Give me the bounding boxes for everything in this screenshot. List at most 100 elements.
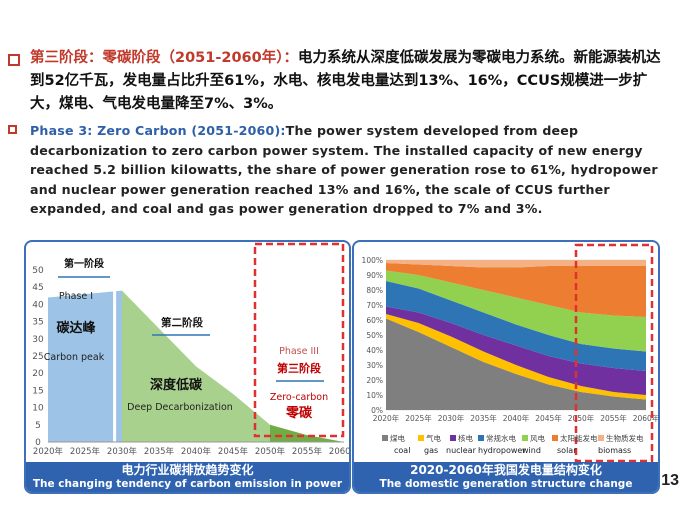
y-tick-label: 80% xyxy=(366,286,383,295)
phase1-name-en: Carbon peak xyxy=(44,352,105,363)
left-caption-cn: 电力行业碳排放趋势变化 xyxy=(121,463,254,477)
cn-phase-title: 第三阶段：零碳阶段（2051-2060年）： xyxy=(30,50,298,66)
legend-swatch xyxy=(418,435,424,441)
y-tick-label: 90% xyxy=(366,271,383,280)
cn-body: 电力系统从深度低碳发展为零碳电力系统。新能源装机达到52亿千瓦，发电量占比升至6… xyxy=(30,50,661,112)
y-tick-label: 30 xyxy=(32,335,44,345)
legend-label-cn: 太阳能发电 xyxy=(560,433,598,443)
cn-bullet: 第三阶段：零碳阶段（2051-2060年）：电力系统从深度低碳发展为零碳电力系统… xyxy=(8,47,672,119)
x-tick-label: 2045年 xyxy=(535,413,562,423)
cn-paragraph: 第三阶段：零碳阶段（2051-2060年）：电力系统从深度低碳发展为零碳电力系统… xyxy=(30,47,672,116)
phase3-name-cn: 零碳 xyxy=(285,405,313,421)
carbon-emission-chart: 0 5 10 15 20 25 30 35 40 45 50 2020年 2025年 2030年 2035年… xyxy=(32,242,349,457)
phase3-area xyxy=(270,424,344,442)
generation-structure-chart-panel: 0% 10% 20% 30% 40% 50% 60% 70% 80% 90% 100% 2020年 20… xyxy=(352,240,660,494)
x-tick-label: 2035年 xyxy=(144,446,175,457)
legend-label-en: hydropower xyxy=(478,446,526,455)
bullet-square-icon xyxy=(8,125,17,134)
phase2-cn-label: 第二阶段 xyxy=(161,316,203,329)
x-tick-label: 2020年 xyxy=(33,446,64,457)
en-body: The power system developed from deep dec… xyxy=(30,123,658,216)
legend-swatch xyxy=(478,435,484,441)
phase3-en-label: Phase III xyxy=(279,346,319,357)
left-caption: 电力行业碳排放趋势变化 The changing tendency of car… xyxy=(26,462,349,492)
y-tick-label: 50% xyxy=(366,331,383,340)
phase2-en-label: Phase II xyxy=(164,300,201,311)
x-tick-label: 2045年 xyxy=(218,446,249,457)
y-tick-label: 0% xyxy=(371,406,383,415)
y-tick-label: 20 xyxy=(32,369,44,379)
legend-label-en: biomass xyxy=(598,446,631,455)
legend-label-cn: 常规水电 xyxy=(486,433,516,443)
legend-label-cn: 气电 xyxy=(426,433,441,443)
x-tick-label: 2050年 xyxy=(568,413,595,423)
legend-swatch xyxy=(450,435,456,441)
right-caption: 2020-2060年我国发电量结构变化 The domestic generat… xyxy=(354,462,658,492)
y-tick-label: 40 xyxy=(32,300,44,310)
phase3-cn-label: 第三阶段 xyxy=(277,361,321,375)
right-caption-en: The domestic generation structure change… xyxy=(379,478,633,492)
y-tick-label: 100% xyxy=(362,256,383,265)
en-bullet: Phase 3: Zero Carbon (2051-2060):The pow… xyxy=(8,121,672,221)
y-tick-label: 20% xyxy=(366,376,383,385)
page-number: 13 xyxy=(661,472,679,489)
area-煤电 xyxy=(386,318,646,410)
legend-label-en: nuclear xyxy=(446,446,477,455)
x-tick-label: 2030年 xyxy=(107,446,138,457)
legend-label-cn: 核电 xyxy=(458,433,473,443)
y-tick-label: 15 xyxy=(32,386,43,396)
x-tick-label: 2055年 xyxy=(292,446,323,457)
area-核电 xyxy=(386,306,646,395)
y-tick-label: 0 xyxy=(35,438,41,448)
en-phase-title: Phase 3: Zero Carbon (2051-2060): xyxy=(30,123,286,138)
x-tick-label: 2025年 xyxy=(70,446,101,457)
legend-swatch xyxy=(598,435,604,441)
y-tick-label: 25 xyxy=(32,352,43,362)
area-风电 xyxy=(386,270,646,352)
phase2-area xyxy=(122,290,270,442)
phase3-highlight-box xyxy=(253,242,345,438)
y-tick-label: 40% xyxy=(366,346,383,355)
phase2-name-en: Deep Decarbonization xyxy=(127,402,233,413)
left-caption-en: The changing tendency of carbon emission… xyxy=(32,478,343,492)
y-tick-label: 10 xyxy=(32,404,44,414)
legend-swatch xyxy=(522,435,528,441)
legend-label-en: solar xyxy=(557,446,577,455)
legend-label-en: gas xyxy=(424,446,438,455)
phase2-name-cn: 深度低碳 xyxy=(150,377,203,393)
y-tick-label: 50 xyxy=(32,266,44,276)
legend-swatch xyxy=(552,435,558,441)
legend-label-cn: 煤电 xyxy=(390,433,405,443)
x-tick-label: 2040年 xyxy=(503,413,530,423)
y-tick-label: 60% xyxy=(366,316,383,325)
y-tick-label: 5 xyxy=(35,421,41,431)
y-tick-label: 70% xyxy=(366,301,383,310)
zero-carbon-highlight-box xyxy=(574,243,654,462)
y-tick-label: 10% xyxy=(366,391,383,400)
phase1-cn-label: 第一阶段 xyxy=(64,257,104,270)
x-tick-label: 2040年 xyxy=(181,446,212,457)
legend-label-cn: 生物质发电 xyxy=(606,433,644,443)
phase1-name-cn: 碳达峰 xyxy=(56,320,96,336)
x-tick-label: 2020年 xyxy=(373,413,400,423)
y-tick-label: 35 xyxy=(32,318,43,328)
right-caption-cn: 2020-2060年我国发电量结构变化 xyxy=(410,463,602,477)
phase3-name-en: Zero-carbon xyxy=(270,392,328,403)
phase1-en-label: Phase I xyxy=(59,291,93,302)
carbon-emission-chart-panel: 0 5 10 15 20 25 30 35 40 45 50 2020年 2025年 2030年 2035年… xyxy=(24,240,351,494)
legend-swatch xyxy=(382,435,388,441)
phase1-area xyxy=(48,290,122,442)
y-tick-label: 30% xyxy=(366,361,383,370)
legend-label-cn: 风电 xyxy=(530,433,545,443)
generation-structure-chart: 0% 10% 20% 30% 40% 50% 60% 70% 80% 90% 100% 2020年 20… xyxy=(362,243,658,462)
y-tick-label: 45 xyxy=(32,283,43,293)
x-tick-label: 2035年 xyxy=(470,413,497,423)
area-气电 xyxy=(386,314,646,400)
x-tick-label: 2055年 xyxy=(600,413,627,423)
legend-label-en: coal xyxy=(394,446,410,455)
area-生物质发电 xyxy=(386,260,646,268)
x-tick-label: 2060年 xyxy=(633,413,658,423)
x-tick-label: 2025年 xyxy=(405,413,432,423)
x-tick-label: 2050年 xyxy=(255,446,286,457)
area-太阳能发电 xyxy=(386,263,646,317)
